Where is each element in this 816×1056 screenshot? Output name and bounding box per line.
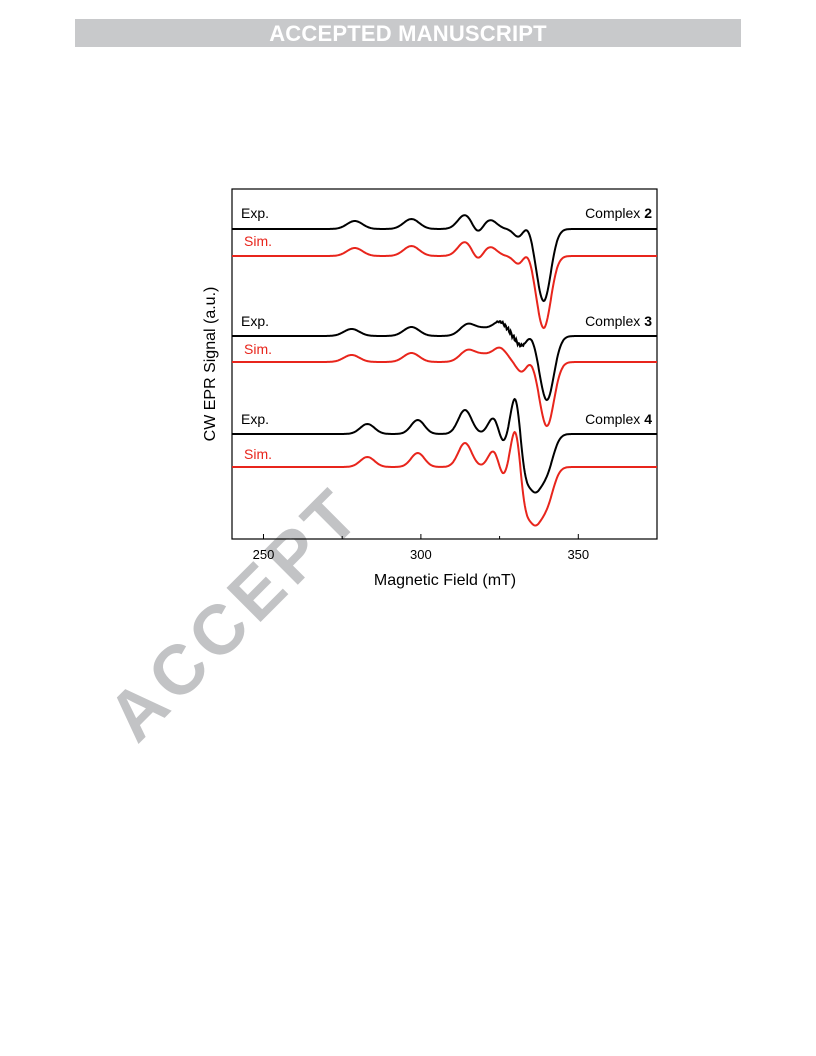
spectrum-panel-complex-3: Exp. Sim. Complex 3	[232, 313, 657, 428]
accepted-manuscript-banner: ACCEPTED MANUSCRIPT	[75, 19, 741, 47]
sim-label: Sim.	[244, 446, 272, 462]
plot-layer: Exp. Sim. Complex 2 Exp. Sim. Complex 3 Exp. Si…	[232, 205, 657, 527]
x-tick-label: 350	[567, 547, 589, 562]
sim-label: Sim.	[244, 341, 272, 357]
spectrum-panel-complex-2: Exp. Sim. Complex 2	[232, 205, 657, 330]
x-axis: 250 300 350	[253, 534, 589, 562]
exp-spectrum-line	[232, 214, 657, 303]
complex-label: Complex 3	[585, 313, 652, 329]
y-axis-label: CW EPR Signal (a.u.)	[202, 287, 219, 442]
complex-label: Complex 4	[585, 411, 652, 427]
sim-spectrum-line	[232, 430, 657, 527]
x-tick-label: 250	[253, 547, 275, 562]
x-tick-label: 300	[410, 547, 432, 562]
exp-label: Exp.	[241, 411, 269, 427]
sim-spectrum-line	[232, 346, 657, 428]
sim-label: Sim.	[244, 233, 272, 249]
x-axis-label: Magnetic Field (mT)	[374, 572, 516, 589]
sim-spectrum-line	[232, 241, 657, 330]
exp-spectrum-line	[232, 397, 657, 494]
spectrum-panel-complex-4: Exp. Sim. Complex 4	[232, 397, 657, 527]
exp-label: Exp.	[241, 313, 269, 329]
complex-label: Complex 2	[585, 205, 652, 221]
plot-frame	[231, 188, 658, 540]
exp-label: Exp.	[241, 205, 269, 221]
exp-spectrum-line	[232, 320, 657, 402]
